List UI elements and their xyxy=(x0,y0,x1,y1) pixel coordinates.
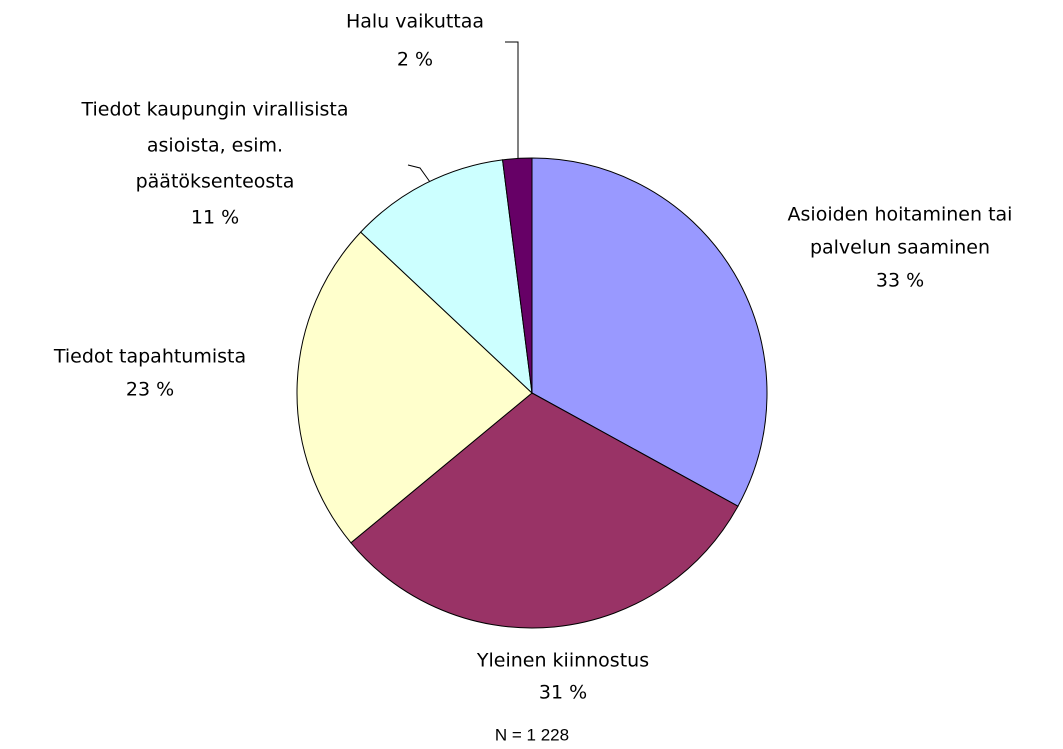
value-label: 2 % xyxy=(397,49,433,71)
value-label: 33 % xyxy=(876,270,924,292)
pie-slice xyxy=(296,231,533,544)
pie-slice xyxy=(359,159,533,395)
pie-slice xyxy=(531,157,768,507)
value-label: 11 % xyxy=(191,207,239,229)
leader-line xyxy=(407,164,431,183)
slice-label: palvelun saaminen xyxy=(810,237,990,259)
value-label: 31 % xyxy=(539,682,587,704)
leader-line xyxy=(505,41,519,160)
slice-label: Yleinen kiinnostus xyxy=(476,650,649,672)
slice-label: Asioiden hoitaminen tai xyxy=(788,204,1013,226)
slice-label: Tiedot kaupungin virallisista xyxy=(80,99,348,121)
slice-label: Halu vaikuttaa xyxy=(346,11,484,33)
pie-slice xyxy=(350,392,739,629)
value-label: 23 % xyxy=(126,379,174,401)
slice-label: asioista, esim. xyxy=(147,135,283,157)
slice-label: päätöksenteosta xyxy=(136,171,295,193)
pie-slice xyxy=(501,157,533,394)
note: N = 1 228 xyxy=(495,725,569,744)
slice-label: Tiedot tapahtumista xyxy=(53,346,246,368)
